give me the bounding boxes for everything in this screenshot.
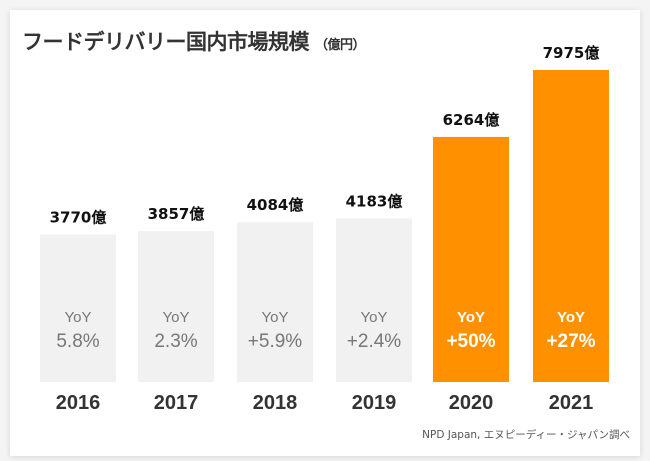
bar-2019 (336, 218, 412, 382)
yoy-label: YoY (262, 309, 289, 326)
yoy-value: +27% (546, 331, 595, 352)
value-label: 7975億 (543, 44, 600, 62)
x-tick-label: 2020 (449, 392, 494, 414)
yoy-label: YoY (557, 309, 585, 326)
yoy-label: YoY (361, 309, 388, 326)
value-label: 3857億 (148, 205, 205, 223)
bar-2018 (237, 222, 313, 382)
yoy-value: +5.9% (248, 331, 303, 352)
bar-2017 (138, 231, 214, 382)
bar-2021 (533, 70, 609, 382)
value-label: 6264億 (443, 111, 500, 129)
title-text: フードデリバリー国内市場規模 (22, 30, 310, 54)
yoy-value: 5.8% (56, 331, 99, 352)
value-label: 4183億 (346, 192, 403, 210)
chart-title: フードデリバリー国内市場規模 （億円） (22, 26, 366, 56)
yoy-label: YoY (457, 309, 485, 326)
x-tick-label: 2019 (352, 392, 397, 414)
bar-2016 (40, 234, 116, 382)
yoy-value: +50% (446, 331, 495, 352)
source-note: NPD Japan, エヌピーディー・ジャパン調べ (422, 429, 630, 441)
yoy-label: YoY (163, 309, 190, 326)
x-tick-label: 2016 (56, 392, 101, 414)
x-tick-label: 2018 (253, 392, 298, 414)
yoy-value: +2.4% (347, 331, 402, 352)
x-tick-label: 2017 (154, 392, 199, 414)
bar-2020 (433, 136, 509, 382)
unit-label: （億円） (315, 38, 366, 53)
yoy-value: 2.3% (154, 331, 197, 352)
yoy-label: YoY (65, 309, 92, 326)
x-tick-label: 2021 (549, 392, 594, 414)
value-label: 4084億 (247, 196, 304, 214)
value-label: 3770億 (50, 209, 107, 227)
